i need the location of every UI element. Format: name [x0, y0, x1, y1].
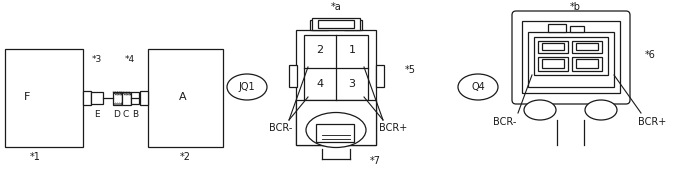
Text: *4: *4 [125, 55, 135, 65]
Text: *3: *3 [92, 55, 102, 65]
Bar [576, 59, 598, 68]
Bar [289, 65, 297, 87]
Bar [304, 35, 368, 100]
Bar [534, 37, 608, 75]
Text: *6: *6 [645, 50, 656, 60]
Text: *a: *a [330, 2, 341, 12]
Bar [542, 43, 564, 50]
Ellipse shape [227, 74, 267, 100]
Bar [83, 91, 91, 105]
Bar [538, 57, 568, 71]
Text: D: D [113, 110, 120, 119]
Text: BCR+: BCR+ [638, 117, 666, 127]
Text: JQ1: JQ1 [238, 82, 255, 92]
Text: 4: 4 [316, 79, 323, 89]
Text: C: C [123, 110, 129, 119]
Bar [140, 91, 148, 105]
Text: BCR+: BCR+ [379, 123, 407, 133]
Bar [5, 49, 83, 147]
Text: *7: *7 [370, 156, 381, 166]
Text: *2: *2 [180, 152, 191, 162]
Bar [122, 92, 131, 105]
Bar [576, 43, 598, 50]
Bar [548, 24, 566, 32]
Text: *b: *b [569, 2, 580, 12]
Bar [113, 92, 122, 105]
Bar [538, 41, 568, 53]
Bar [522, 21, 620, 93]
Ellipse shape [524, 100, 556, 120]
Bar [376, 65, 384, 87]
Bar [296, 100, 376, 145]
FancyBboxPatch shape [512, 11, 630, 104]
Ellipse shape [306, 113, 366, 148]
Text: E: E [94, 110, 100, 119]
Text: 2: 2 [316, 45, 323, 55]
Bar [316, 124, 354, 142]
Text: B: B [132, 110, 138, 119]
Text: A: A [179, 92, 187, 102]
Bar [310, 20, 328, 30]
Bar [572, 41, 602, 53]
Text: Q4: Q4 [471, 82, 485, 92]
Bar [318, 20, 354, 28]
Bar [312, 18, 360, 30]
Bar [91, 92, 103, 104]
Ellipse shape [458, 74, 498, 100]
Text: F: F [23, 92, 30, 102]
Text: *1: *1 [30, 152, 41, 162]
Bar [528, 32, 614, 87]
Bar [542, 59, 564, 68]
Text: BCR-: BCR- [493, 117, 517, 127]
Text: 3: 3 [348, 79, 355, 89]
Ellipse shape [585, 100, 617, 120]
Bar [344, 20, 362, 30]
Text: *5: *5 [404, 65, 415, 75]
Bar [572, 57, 602, 71]
Bar [148, 49, 223, 147]
Bar [131, 92, 139, 104]
Bar [296, 30, 376, 145]
Text: BCR-: BCR- [269, 123, 293, 133]
Text: 1: 1 [348, 45, 355, 55]
Bar [570, 26, 584, 32]
